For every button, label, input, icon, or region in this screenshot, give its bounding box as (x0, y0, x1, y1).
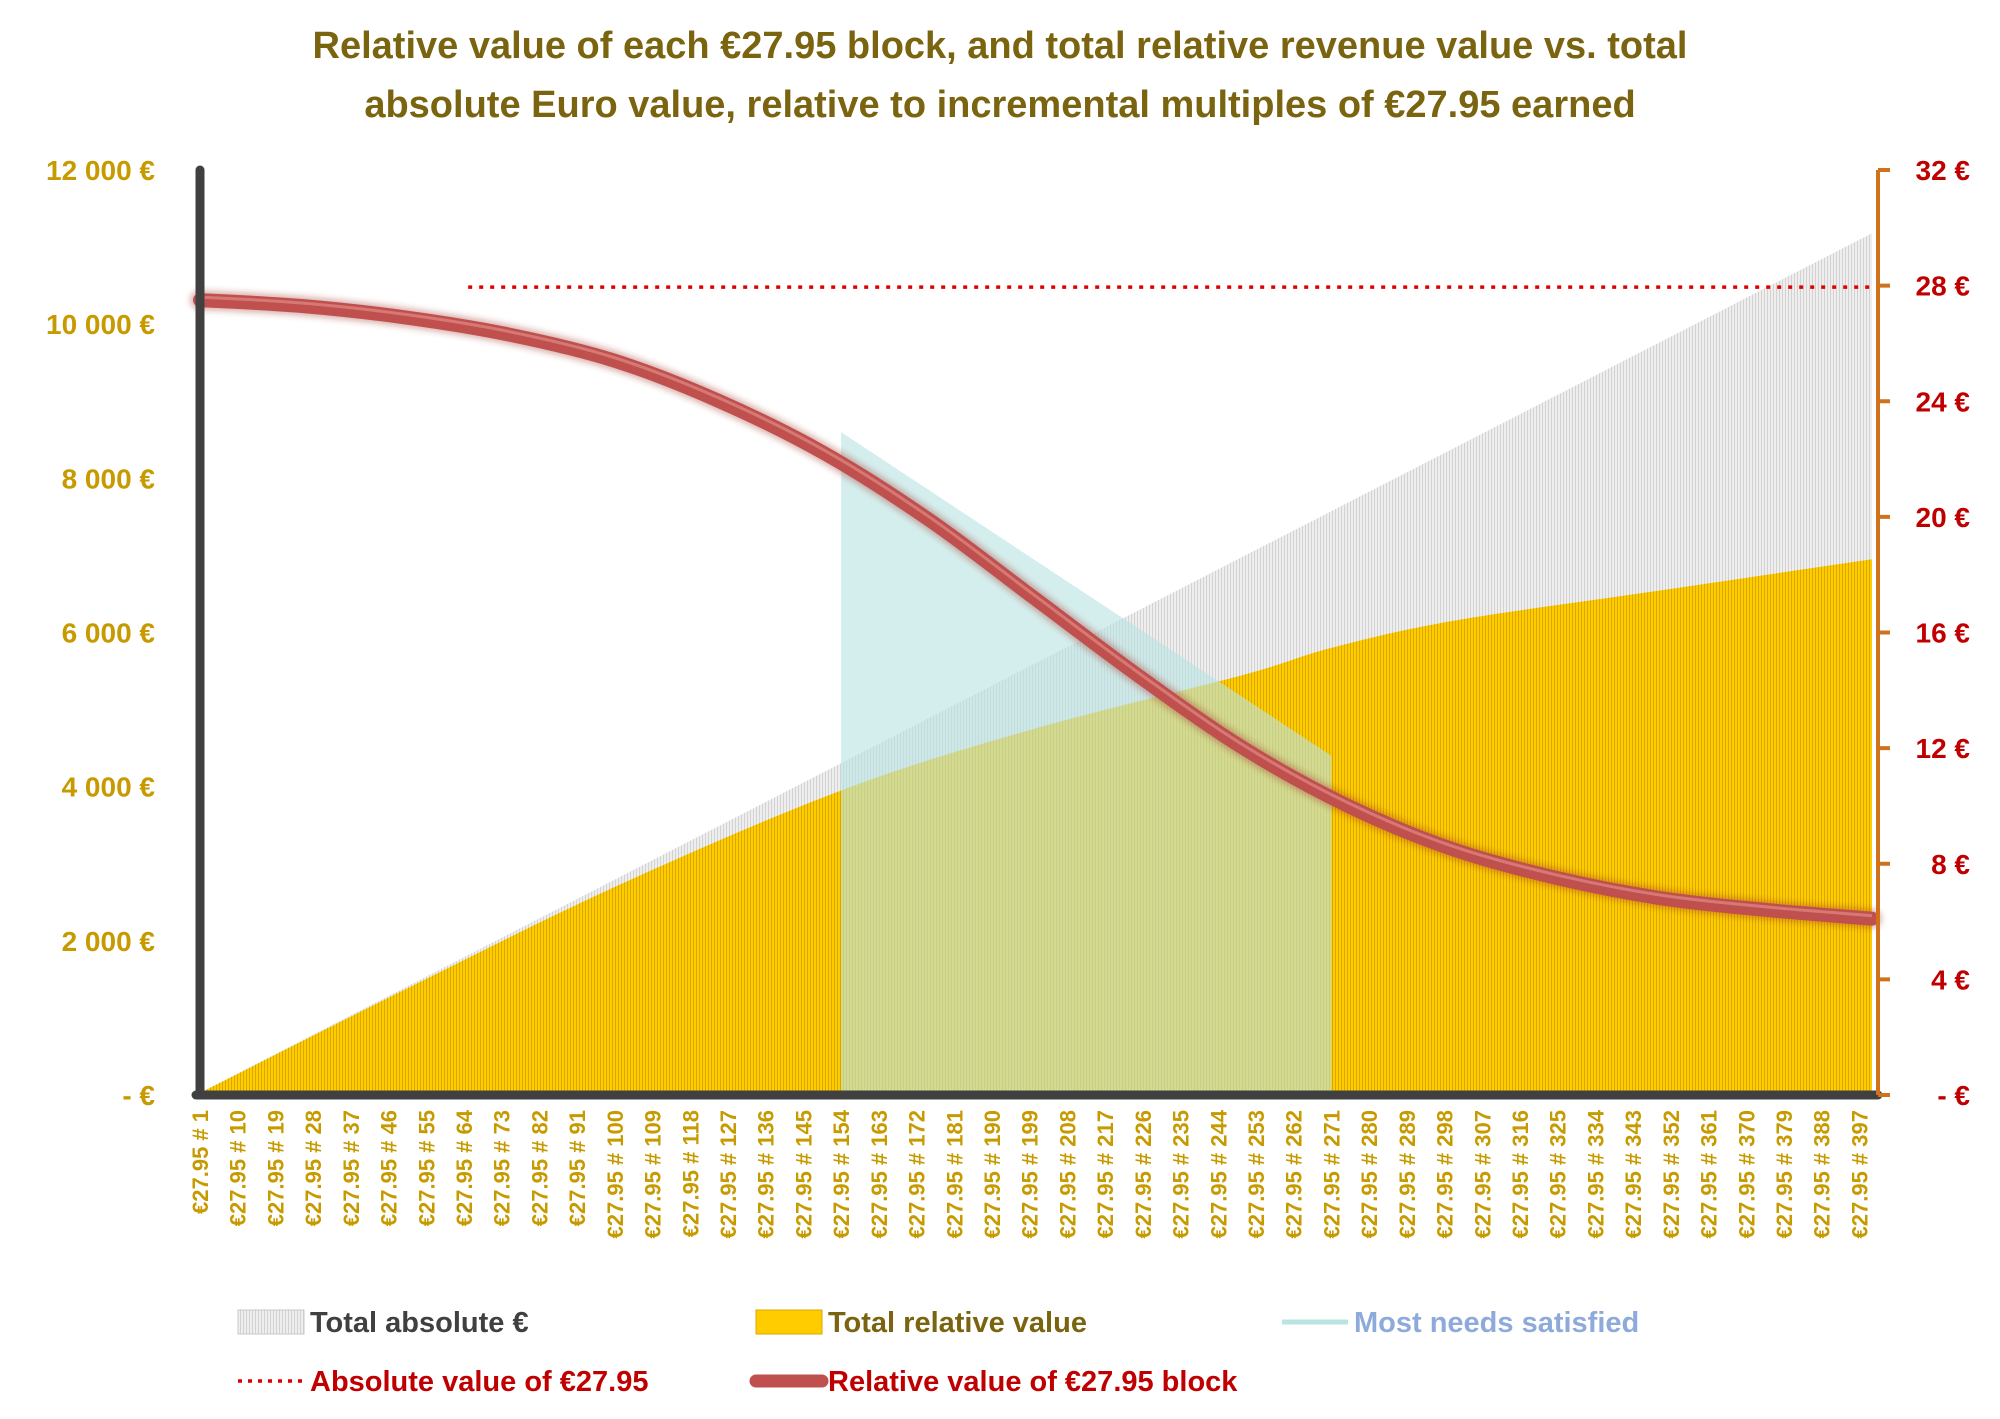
right-y-tick-label: 32 € (1916, 155, 1971, 186)
x-tick-label: €27.95 # 343 (1621, 1110, 1646, 1238)
left-y-tick-label: 6 000 € (62, 618, 156, 649)
x-tick-label: €27.95 # 190 (980, 1110, 1005, 1238)
x-tick-label: €27.95 # 325 (1546, 1110, 1571, 1238)
legend-item: Total absolute € (237, 1307, 529, 1339)
x-tick-label: €27.95 # 145 (791, 1110, 816, 1238)
x-tick-label: €27.95 # 280 (1357, 1110, 1382, 1238)
legend-item: Relative value of €27.95 block (749, 1366, 1238, 1398)
x-tick-label: €27.95 # 37 (339, 1110, 364, 1226)
x-tick-label: €27.95 # 46 (377, 1110, 402, 1226)
x-tick-label: €27.95 # 55 (414, 1110, 439, 1226)
x-tick-label: €27.95 # 199 (1018, 1110, 1043, 1238)
left-y-tick-label: 2 000 € (62, 926, 156, 957)
legend-label: Relative value of €27.95 block (828, 1366, 1238, 1398)
x-tick-label: €27.95 # 316 (1508, 1110, 1533, 1238)
x-tick-label: €27.95 # 91 (565, 1110, 590, 1226)
right-y-tick-label: 4 € (1931, 964, 1970, 995)
left-y-tick-label: 12 000 € (46, 155, 155, 186)
most-needs-satisfied-band (841, 432, 1332, 1096)
right-y-tick-label: 8 € (1931, 849, 1970, 880)
x-tick-label: €27.95 # 136 (754, 1110, 779, 1238)
right-y-tick-label: 20 € (1916, 502, 1971, 533)
x-tick-label: €27.95 # 28 (301, 1110, 326, 1226)
x-tick-label: €27.95 # 100 (603, 1110, 628, 1238)
x-tick-label: €27.95 # 10 (226, 1110, 251, 1226)
x-tick-label: €27.95 # 19 (263, 1110, 288, 1226)
relative-value-line (193, 293, 1879, 926)
legend-item: Total relative value (755, 1307, 1087, 1339)
legend-swatch-total-absolute (237, 1309, 305, 1335)
x-tick-label: €27.95 # 253 (1244, 1110, 1269, 1238)
x-tick-label: €27.95 # 181 (942, 1110, 967, 1238)
x-tick-label: €27.95 # 154 (829, 1109, 854, 1238)
left-y-tick-label: 8 000 € (62, 463, 156, 494)
left-y-tick-label: 4 000 € (62, 772, 156, 803)
x-tick-label: €27.95 # 370 (1734, 1110, 1759, 1238)
left-y-tick-label: - € (122, 1080, 155, 1111)
right-y-tick-label: 16 € (1916, 618, 1971, 649)
right-y-tick-label: 12 € (1916, 733, 1971, 764)
x-tick-label: €27.95 # 271 (1319, 1110, 1344, 1238)
axes-layer: - € 2 000 € 4 000 € 6 000 € 8 000 € 10 000 € 1… (46, 155, 1970, 1238)
x-tick-label: €27.95 # 334 (1583, 1109, 1608, 1238)
x-tick-label: €27.95 # 64 (452, 1109, 477, 1226)
x-tick-label: €27.95 # 379 (1772, 1110, 1797, 1238)
x-tick-label: €27.95 # 244 (1206, 1109, 1231, 1238)
chart-title-line-1: Relative value of each €27.95 block, and… (313, 25, 1688, 67)
x-tick-label: €27.95 # 226 (1131, 1110, 1156, 1238)
x-tick-label: €27.95 # 289 (1395, 1110, 1420, 1238)
x-tick-label: €27.95 # 235 (1169, 1110, 1194, 1238)
x-tick-label: €27.95 # 208 (1055, 1110, 1080, 1238)
x-tick-label: €27.95 # 307 (1470, 1110, 1495, 1238)
x-tick-label: €27.95 # 1 (188, 1110, 213, 1214)
legend-label: Total absolute € (310, 1307, 529, 1339)
legend-item: Absolute value of €27.95 (238, 1366, 648, 1398)
x-tick-label: €27.95 # 73 (490, 1110, 515, 1226)
chart-title: Relative value of each €27.95 block, and… (313, 25, 1688, 126)
x-tick-label: €27.95 # 352 (1659, 1110, 1684, 1238)
legend-item: Most needs satisfied (1282, 1307, 1639, 1339)
x-tick-label: €27.95 # 82 (527, 1110, 552, 1226)
x-tick-label: €27.95 # 361 (1697, 1110, 1722, 1238)
right-y-tick-label: 28 € (1916, 271, 1971, 302)
x-tick-label: €27.95 # 397 (1847, 1110, 1872, 1238)
x-tick-label: €27.95 # 127 (716, 1110, 741, 1238)
legend-label: Absolute value of €27.95 (310, 1366, 648, 1398)
x-tick-label: €27.95 # 388 (1810, 1110, 1835, 1238)
legend-swatch-total-relative (755, 1309, 823, 1335)
right-y-tick-label: 24 € (1916, 386, 1971, 417)
chart-title-line-2: absolute Euro value, relative to increme… (364, 84, 1635, 126)
x-tick-label: €27.95 # 262 (1282, 1110, 1307, 1238)
x-tick-label: €27.95 # 118 (678, 1110, 703, 1237)
legend-label: Most needs satisfied (1354, 1307, 1639, 1339)
legend-label: Total relative value (828, 1307, 1087, 1339)
line-layer (190, 285, 1882, 929)
area-layer (200, 233, 1872, 1096)
left-y-tick-label: 10 000 € (46, 309, 155, 340)
x-tick-label: €27.95 # 109 (641, 1110, 666, 1238)
x-tick-label: €27.95 # 172 (905, 1110, 930, 1238)
x-tick-label: €27.95 # 217 (1093, 1110, 1118, 1238)
x-tick-label: €27.95 # 298 (1433, 1110, 1458, 1238)
x-tick-label: €27.95 # 163 (867, 1110, 892, 1238)
right-y-tick-label: - € (1937, 1080, 1970, 1111)
legend: Total absolute € Total relative value Most… (237, 1307, 1639, 1398)
relative-value-line-highlight (199, 295, 1873, 918)
